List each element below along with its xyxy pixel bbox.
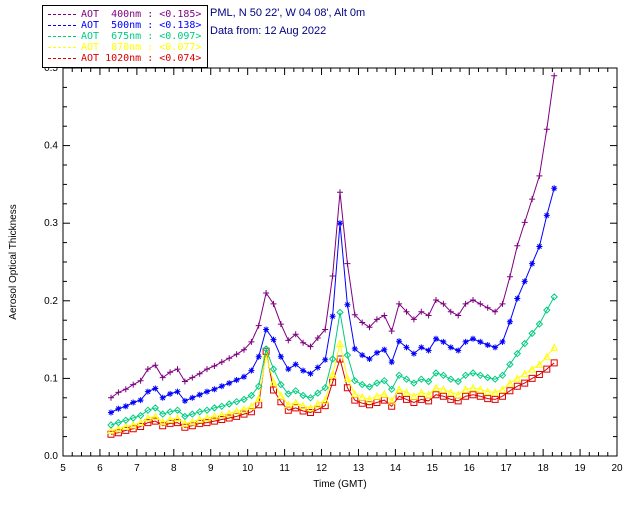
legend-label: AOT 1020nm : <0.074> — [81, 53, 202, 64]
series-aot-500nm — [108, 185, 558, 416]
legend-line-sample — [48, 58, 76, 59]
svg-text:17: 17 — [501, 463, 513, 474]
legend-line-sample — [48, 36, 76, 37]
svg-text:19: 19 — [575, 463, 587, 474]
svg-text:13: 13 — [353, 463, 365, 474]
series-aot-1020nm — [107, 347, 558, 438]
legend-box: AOT 400nm : <0.185> AOT 500nm : <0.138> AO… — [42, 5, 209, 68]
svg-text:10: 10 — [242, 463, 254, 474]
svg-text:5: 5 — [60, 463, 66, 474]
svg-text:15: 15 — [427, 463, 439, 474]
svg-text:0.0: 0.0 — [44, 451, 58, 462]
legend-label: AOT 500nm : <0.138> — [81, 20, 202, 31]
series-aot-870nm — [107, 339, 559, 434]
svg-text:9: 9 — [208, 463, 214, 474]
header-date-line: Data from: 12 Aug 2022 — [210, 25, 327, 37]
series-aot-675nm — [107, 293, 558, 429]
svg-text:6: 6 — [97, 463, 103, 474]
svg-text:20: 20 — [611, 463, 623, 474]
legend-label: AOT 870nm : <0.077> — [81, 42, 202, 53]
svg-text:8: 8 — [171, 463, 177, 474]
svg-text:0.4: 0.4 — [44, 141, 58, 152]
legend-item: AOT 400nm : <0.185> — [48, 9, 201, 20]
x-axis-title: Time (GMT) — [313, 479, 367, 490]
legend-line-sample — [48, 14, 76, 15]
svg-text:0.5: 0.5 — [44, 63, 58, 74]
svg-text:0.3: 0.3 — [44, 218, 58, 229]
svg-text:12: 12 — [316, 463, 328, 474]
axis-tick-labels: 5 6 7 8 9 10 11 12 13 14 15 16 17 18 19 20 0.0 0.1 0.2 0.3 0… — [44, 63, 623, 474]
header-station-line: PML, N 50 22', W 04 08', Alt 0m — [210, 7, 366, 19]
svg-text:0.2: 0.2 — [44, 296, 58, 307]
svg-text:16: 16 — [464, 463, 476, 474]
legend-item: AOT 675nm : <0.097> — [48, 31, 201, 42]
legend-label: AOT 675nm : <0.097> — [81, 31, 202, 42]
legend-item: AOT 1020nm : <0.074> — [48, 53, 201, 64]
series-aot-400nm — [108, 72, 558, 401]
svg-text:14: 14 — [390, 463, 402, 474]
legend-item: AOT 870nm : <0.077> — [48, 42, 201, 53]
legend-label: AOT 400nm : <0.185> — [81, 9, 202, 20]
y-axis-title: Aerosol Optical Thickness — [8, 204, 19, 319]
axes — [62, 67, 618, 457]
svg-text:11: 11 — [279, 463, 290, 474]
legend-line-sample — [48, 47, 76, 48]
legend-line-sample — [48, 25, 76, 26]
svg-text:18: 18 — [538, 463, 550, 474]
svg-text:7: 7 — [134, 463, 140, 474]
legend-item: AOT 500nm : <0.138> — [48, 20, 201, 31]
svg-text:0.1: 0.1 — [44, 373, 58, 384]
